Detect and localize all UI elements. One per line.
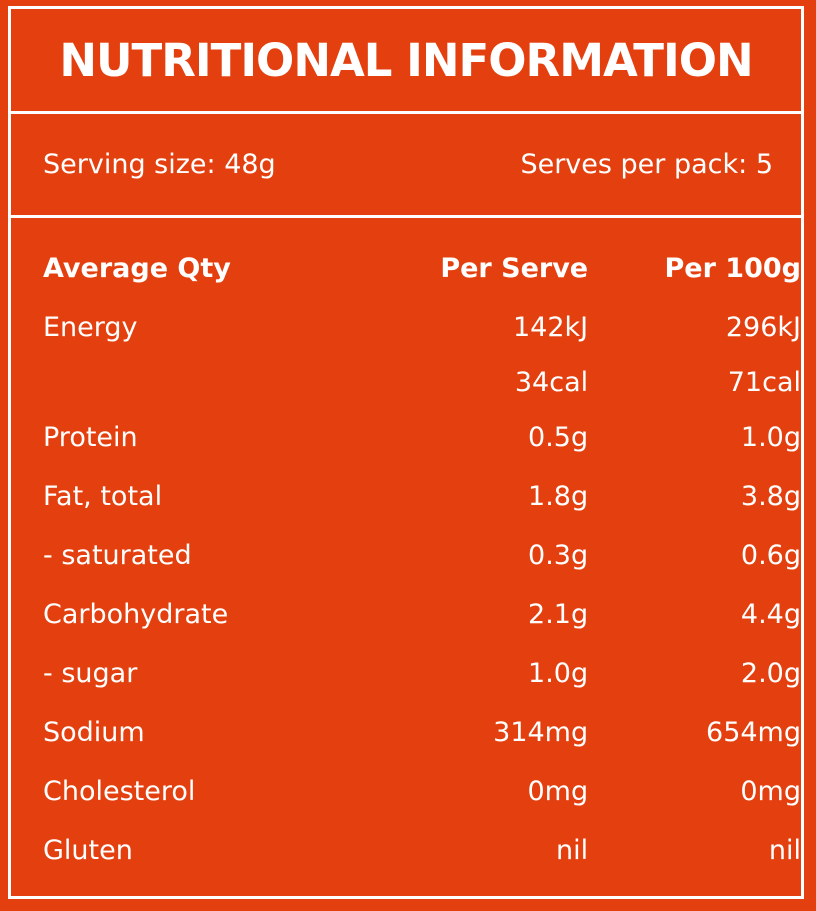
header-per-100g: Per 100g (664, 253, 801, 284)
serves-per-pack: Serves per pack: 5 (520, 149, 773, 180)
row-per-100g: 4.4g (740, 599, 801, 630)
title-box: NUTRITIONAL INFORMATION (11, 9, 801, 114)
serving-info: Serving size: 48g Serves per pack: 5 (11, 114, 801, 218)
table-row: Sodium 314mg 654mg (11, 703, 801, 762)
row-per-100g: 3.8g (740, 481, 801, 512)
row-per-serve: 2.1g (528, 599, 589, 630)
table-row: Energy 142kJ 296kJ (11, 298, 801, 357)
row-per-100g: 0mg (740, 776, 801, 807)
table-row: - sugar 1.0g 2.0g (11, 644, 801, 703)
table-row: Carbohydrate 2.1g 4.4g (11, 585, 801, 644)
row-per-serve: nil (556, 835, 589, 866)
table-row: Protein 0.5g 1.0g (11, 408, 801, 467)
row-per-serve: 34cal (514, 367, 589, 398)
table-row: Cholesterol 0mg 0mg (11, 762, 801, 821)
row-per-100g: 0.6g (740, 540, 801, 571)
page-title: NUTRITIONAL INFORMATION (59, 33, 753, 87)
row-per-100g: 1.0g (740, 422, 801, 453)
nutrition-panel: NUTRITIONAL INFORMATION Serving size: 48… (8, 6, 804, 899)
row-label: - saturated (43, 540, 192, 571)
row-label: Protein (43, 422, 138, 453)
row-per-serve: 1.0g (528, 658, 589, 689)
row-label: Fat, total (43, 481, 163, 512)
nutrition-table: Average Qty Per Serve Per 100g Energy 14… (11, 239, 801, 880)
header-per-serve: Per Serve (440, 253, 589, 284)
row-label: Cholesterol (43, 776, 196, 807)
table-row: Fat, total 1.8g 3.8g (11, 467, 801, 526)
table-row: 34cal 71cal (11, 357, 801, 408)
table-header: Average Qty Per Serve Per 100g (11, 239, 801, 298)
table-row: - saturated 0.3g 0.6g (11, 526, 801, 585)
row-label: Energy (43, 312, 138, 343)
header-average-qty: Average Qty (43, 253, 231, 284)
row-label: - sugar (43, 658, 138, 689)
row-per-serve: 314mg (493, 717, 589, 748)
row-per-100g: 71cal (727, 367, 801, 398)
row-per-100g: nil (768, 835, 801, 866)
row-per-100g: 2.0g (740, 658, 801, 689)
row-per-serve: 0.5g (528, 422, 589, 453)
row-per-serve: 0.3g (528, 540, 589, 571)
row-per-100g: 654mg (706, 717, 801, 748)
row-per-100g: 296kJ (725, 312, 801, 343)
serving-size: Serving size: 48g (43, 149, 276, 180)
table-row: Gluten nil nil (11, 821, 801, 880)
row-per-serve: 142kJ (512, 312, 589, 343)
row-label: Gluten (43, 835, 133, 866)
row-label: Sodium (43, 717, 145, 748)
row-per-serve: 0mg (527, 776, 589, 807)
row-label: Carbohydrate (43, 599, 229, 630)
row-per-serve: 1.8g (528, 481, 589, 512)
